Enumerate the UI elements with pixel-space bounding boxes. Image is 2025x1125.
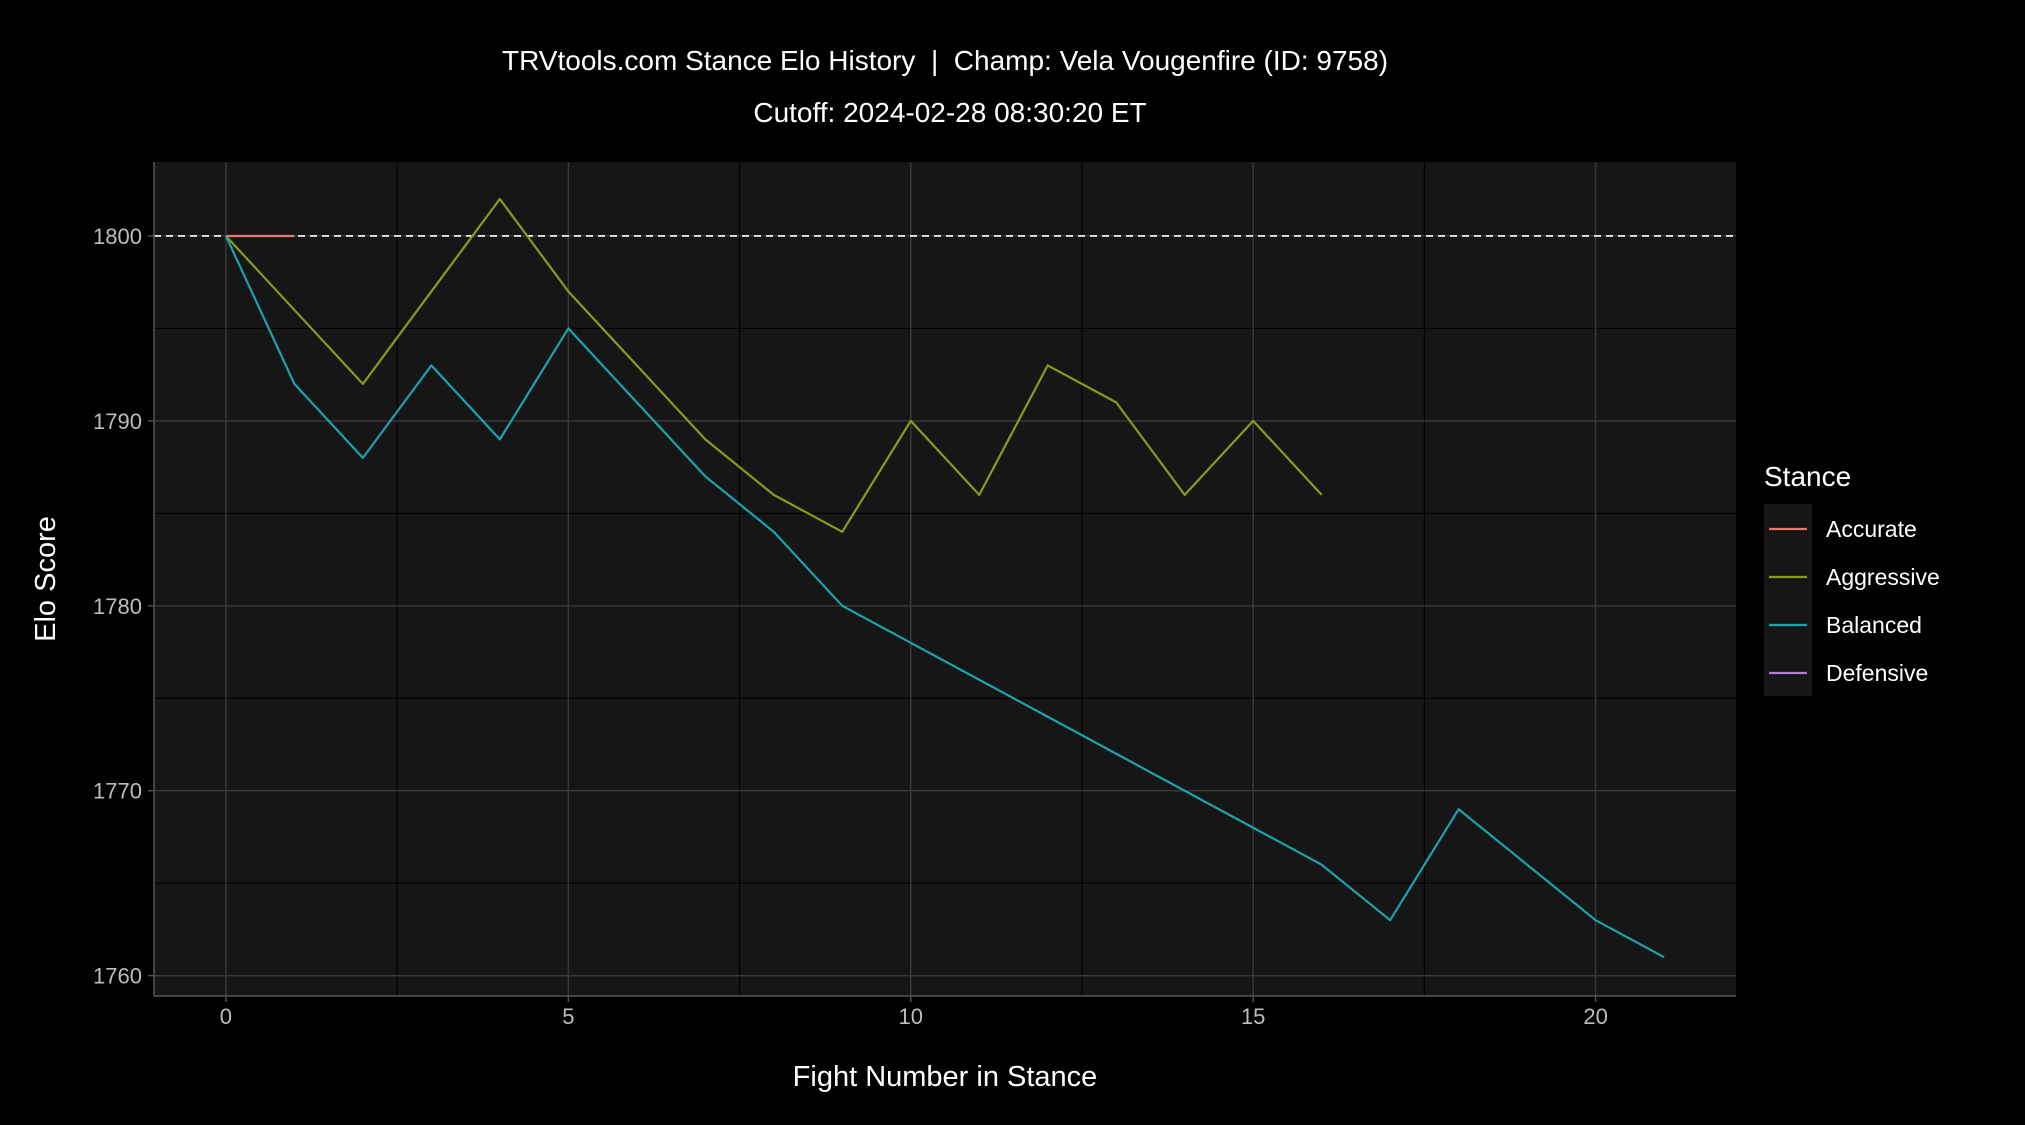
x-tick-label: 0 <box>220 1004 232 1029</box>
y-tick-label: 1800 <box>93 224 142 249</box>
y-tick-label: 1770 <box>93 779 142 804</box>
x-axis-title: Fight Number in Stance <box>793 1061 1098 1093</box>
legend-key-background <box>1764 504 1812 696</box>
x-tick-label: 20 <box>1583 1004 1607 1029</box>
legend-title: Stance <box>1764 461 1851 492</box>
plot-panel <box>154 162 1736 996</box>
minor-grid <box>154 162 1736 996</box>
series-lines <box>224 197 1665 959</box>
y-axis-ticks: 1760 1770 1780 1790 1800 <box>93 224 154 989</box>
x-tick-label: 5 <box>562 1004 574 1029</box>
y-axis-title: Elo Score <box>30 516 62 642</box>
x-tick-label: 10 <box>899 1004 923 1029</box>
major-grid <box>154 162 1736 996</box>
legend: Accurate Aggressive Balanced Defensive <box>1764 504 1940 696</box>
series-line-balanced <box>224 235 1665 959</box>
x-tick-label: 15 <box>1241 1004 1265 1029</box>
chart-subtitle: Cutoff: 2024-02-28 08:30:20 ET <box>753 97 1146 128</box>
y-tick-label: 1780 <box>93 594 142 619</box>
y-tick-label: 1760 <box>93 964 142 989</box>
legend-label-accurate: Accurate <box>1826 516 1917 542</box>
chart-title: TRVtools.com Stance Elo History | Champ:… <box>502 45 1388 76</box>
series-line-aggressive <box>225 197 1323 533</box>
y-tick-label: 1790 <box>93 409 142 434</box>
legend-label-defensive: Defensive <box>1826 660 1928 686</box>
legend-label-balanced: Balanced <box>1826 612 1922 638</box>
legend-label-aggressive: Aggressive <box>1826 564 1940 590</box>
x-axis-ticks: 0 5 10 15 20 <box>220 996 1608 1029</box>
